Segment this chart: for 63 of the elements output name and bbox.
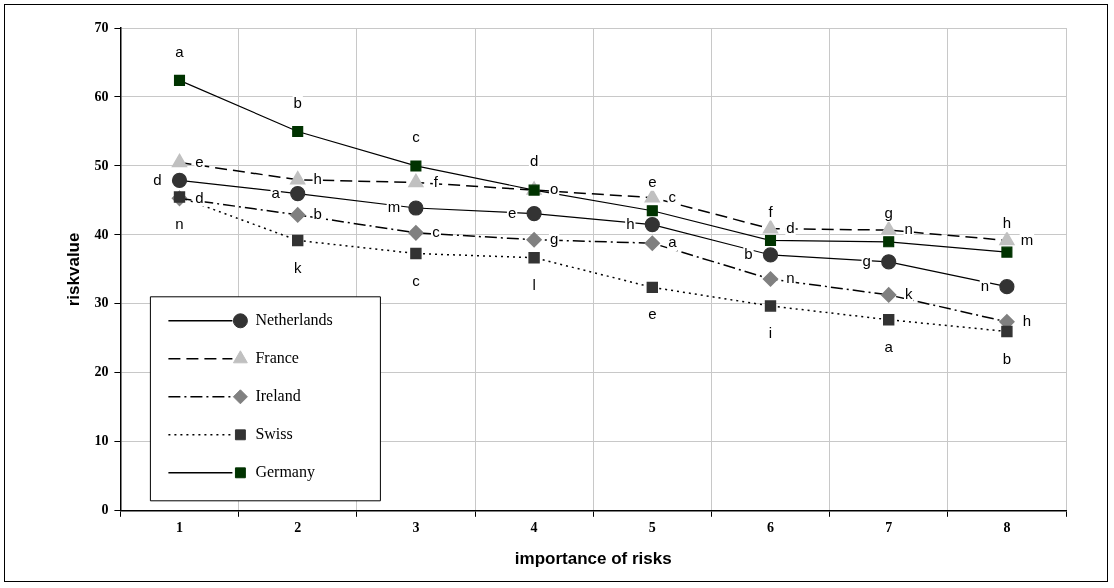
x-tick-label: 2 xyxy=(294,519,302,535)
y-tick-label: 10 xyxy=(94,433,109,449)
annotation: d xyxy=(195,188,204,206)
annotation: m xyxy=(1020,230,1034,248)
annotation: g xyxy=(884,203,893,221)
x-tick-label: 3 xyxy=(412,519,420,535)
annotation: l xyxy=(532,275,536,293)
annotation: e xyxy=(507,203,517,221)
annotation: b xyxy=(1002,349,1012,367)
annotation: n xyxy=(175,215,184,233)
annotation: d xyxy=(153,170,162,188)
y-tick-label: 30 xyxy=(94,295,109,311)
annotation: f xyxy=(433,172,439,190)
annotation: e xyxy=(195,152,204,170)
y-axis-title: riskvalue xyxy=(63,232,83,307)
legend-label: Netherlands xyxy=(255,311,333,328)
annotation: k xyxy=(293,258,302,276)
annotation: a xyxy=(884,337,894,355)
annotation: c xyxy=(668,187,677,205)
y-tick-label: 20 xyxy=(94,364,109,380)
x-tick-label: 8 xyxy=(1003,519,1011,535)
annotation: k xyxy=(904,285,913,303)
x-tick-label: 4 xyxy=(530,519,538,535)
annotation: h xyxy=(313,169,322,187)
y-tick-label: 0 xyxy=(101,502,109,518)
annotation: m xyxy=(387,198,401,216)
annotation: h xyxy=(1002,214,1012,232)
annotation: i xyxy=(768,324,773,342)
annotation: d xyxy=(529,152,539,170)
annotation: a xyxy=(668,233,678,251)
legend-label: Ireland xyxy=(255,387,301,404)
annotation: g xyxy=(862,251,871,269)
annotation: e xyxy=(648,305,657,323)
y-tick-label: 40 xyxy=(94,226,109,242)
x-tick-label: 5 xyxy=(648,519,656,535)
annotation: c xyxy=(412,128,421,146)
annotation: c xyxy=(412,271,421,289)
annotation: n xyxy=(904,220,913,238)
legend-label: France xyxy=(255,349,299,366)
annotation: b xyxy=(744,245,753,263)
annotation: n xyxy=(980,276,990,294)
annotation: c xyxy=(432,222,441,240)
annotation: n xyxy=(786,269,795,287)
y-tick-label: 60 xyxy=(94,88,109,104)
y-tick-label: 50 xyxy=(94,157,109,173)
x-tick-label: 6 xyxy=(767,519,774,535)
annotation: g xyxy=(549,229,559,247)
annotation: h xyxy=(626,214,635,232)
annotation: h xyxy=(1022,311,1032,329)
y-tick-label: 70 xyxy=(94,19,109,35)
x-tick-label: 1 xyxy=(176,519,183,535)
annotation: d xyxy=(786,218,795,236)
annotation: b xyxy=(293,93,302,111)
annotation: a xyxy=(271,183,281,201)
legend-label: Germany xyxy=(255,463,315,481)
annotation: o xyxy=(549,180,559,198)
annotation: a xyxy=(175,42,185,60)
legend-label: Swiss xyxy=(255,425,293,442)
annotation: f xyxy=(768,202,774,220)
annotation: b xyxy=(313,205,322,223)
x-tick-label: 7 xyxy=(885,519,893,535)
annotation: e xyxy=(648,172,657,190)
x-axis-title: importance of risks xyxy=(514,549,672,569)
